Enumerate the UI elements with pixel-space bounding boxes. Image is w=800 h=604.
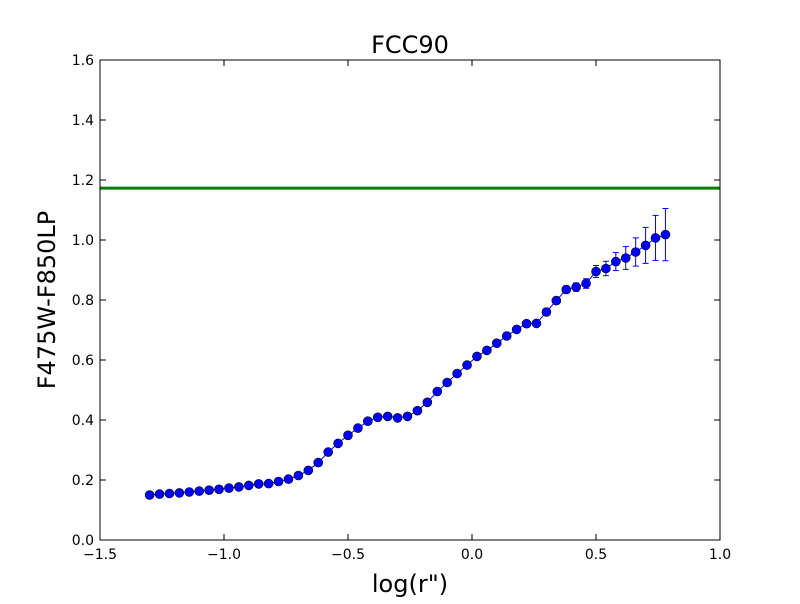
data-point [363,416,373,427]
plot-frame [99,59,721,541]
data-point [432,386,443,397]
data-point [571,282,581,292]
x-tick-label: 1.0 [709,547,731,563]
data-point [263,478,274,489]
x-axis-label: log(r") [372,570,448,598]
data-point [412,405,423,416]
data-point [601,263,611,274]
y-tick-label: 0.8 [72,293,94,309]
data-point [422,397,433,408]
data-point [630,247,641,257]
data-point [551,295,562,306]
x-tick-label: 0.5 [585,547,607,563]
data-point [323,447,333,457]
data-point [491,338,502,349]
y-tick-label: 0.4 [72,413,94,429]
data-point [194,486,204,496]
data-point [164,488,175,499]
y-tick-label: 1.0 [72,233,94,249]
data-point [521,318,532,329]
y-tick-label: 0.6 [72,353,94,369]
data-point [144,490,155,500]
data-point [273,476,284,487]
data-point [184,487,195,497]
data-point [303,465,314,476]
data-point [402,411,413,422]
y-tick-label: 0.0 [72,533,94,549]
data-point [333,438,343,449]
data-point [581,278,591,289]
data-point [283,474,294,484]
data-point [452,368,462,379]
data-point [561,284,572,295]
data-point [640,240,651,251]
data-point [442,377,453,388]
data-point [343,430,353,441]
data-point [511,324,522,335]
data-point [204,485,214,496]
data-point [382,411,393,422]
data-point [660,229,671,240]
data-point [244,480,254,491]
data-point [462,360,472,370]
y-tick-label: 1.4 [72,113,94,129]
data-point [472,351,482,362]
series-line [149,234,666,496]
chart-title: FCC90 [371,31,449,59]
data-point [482,345,492,356]
plot-area: −1.5 −1.0 −0.5 0.0 0.5 1.0 0.0 0.2 0.4 0.6 0.8 1.0 1… [72,53,731,563]
data-point [392,413,403,423]
x-tick-label: −1.0 [207,547,241,563]
data-point [501,331,512,341]
data-point [234,482,244,492]
y-tick-label: 1.2 [72,173,94,189]
data-point [214,484,224,495]
x-tick-label: −1.5 [83,547,117,563]
x-tick-label: −0.5 [331,547,365,563]
data-point [224,483,234,493]
data-point [174,488,185,498]
data-point [313,457,324,468]
data-point [611,256,621,267]
data-point [293,470,304,481]
x-tick-label: 0.0 [461,547,483,563]
y-tick-label: 0.2 [72,473,94,489]
data-point [541,307,552,317]
data-point [372,412,383,423]
data-point [591,266,601,277]
data-point [353,423,363,433]
data-point [531,318,542,329]
y-axis-label: F475W-F850LP [33,211,61,390]
data-point [650,233,661,243]
data-point [620,253,631,263]
y-tick-label: 1.6 [72,53,94,69]
data-point [253,479,264,489]
data-point [154,489,165,499]
